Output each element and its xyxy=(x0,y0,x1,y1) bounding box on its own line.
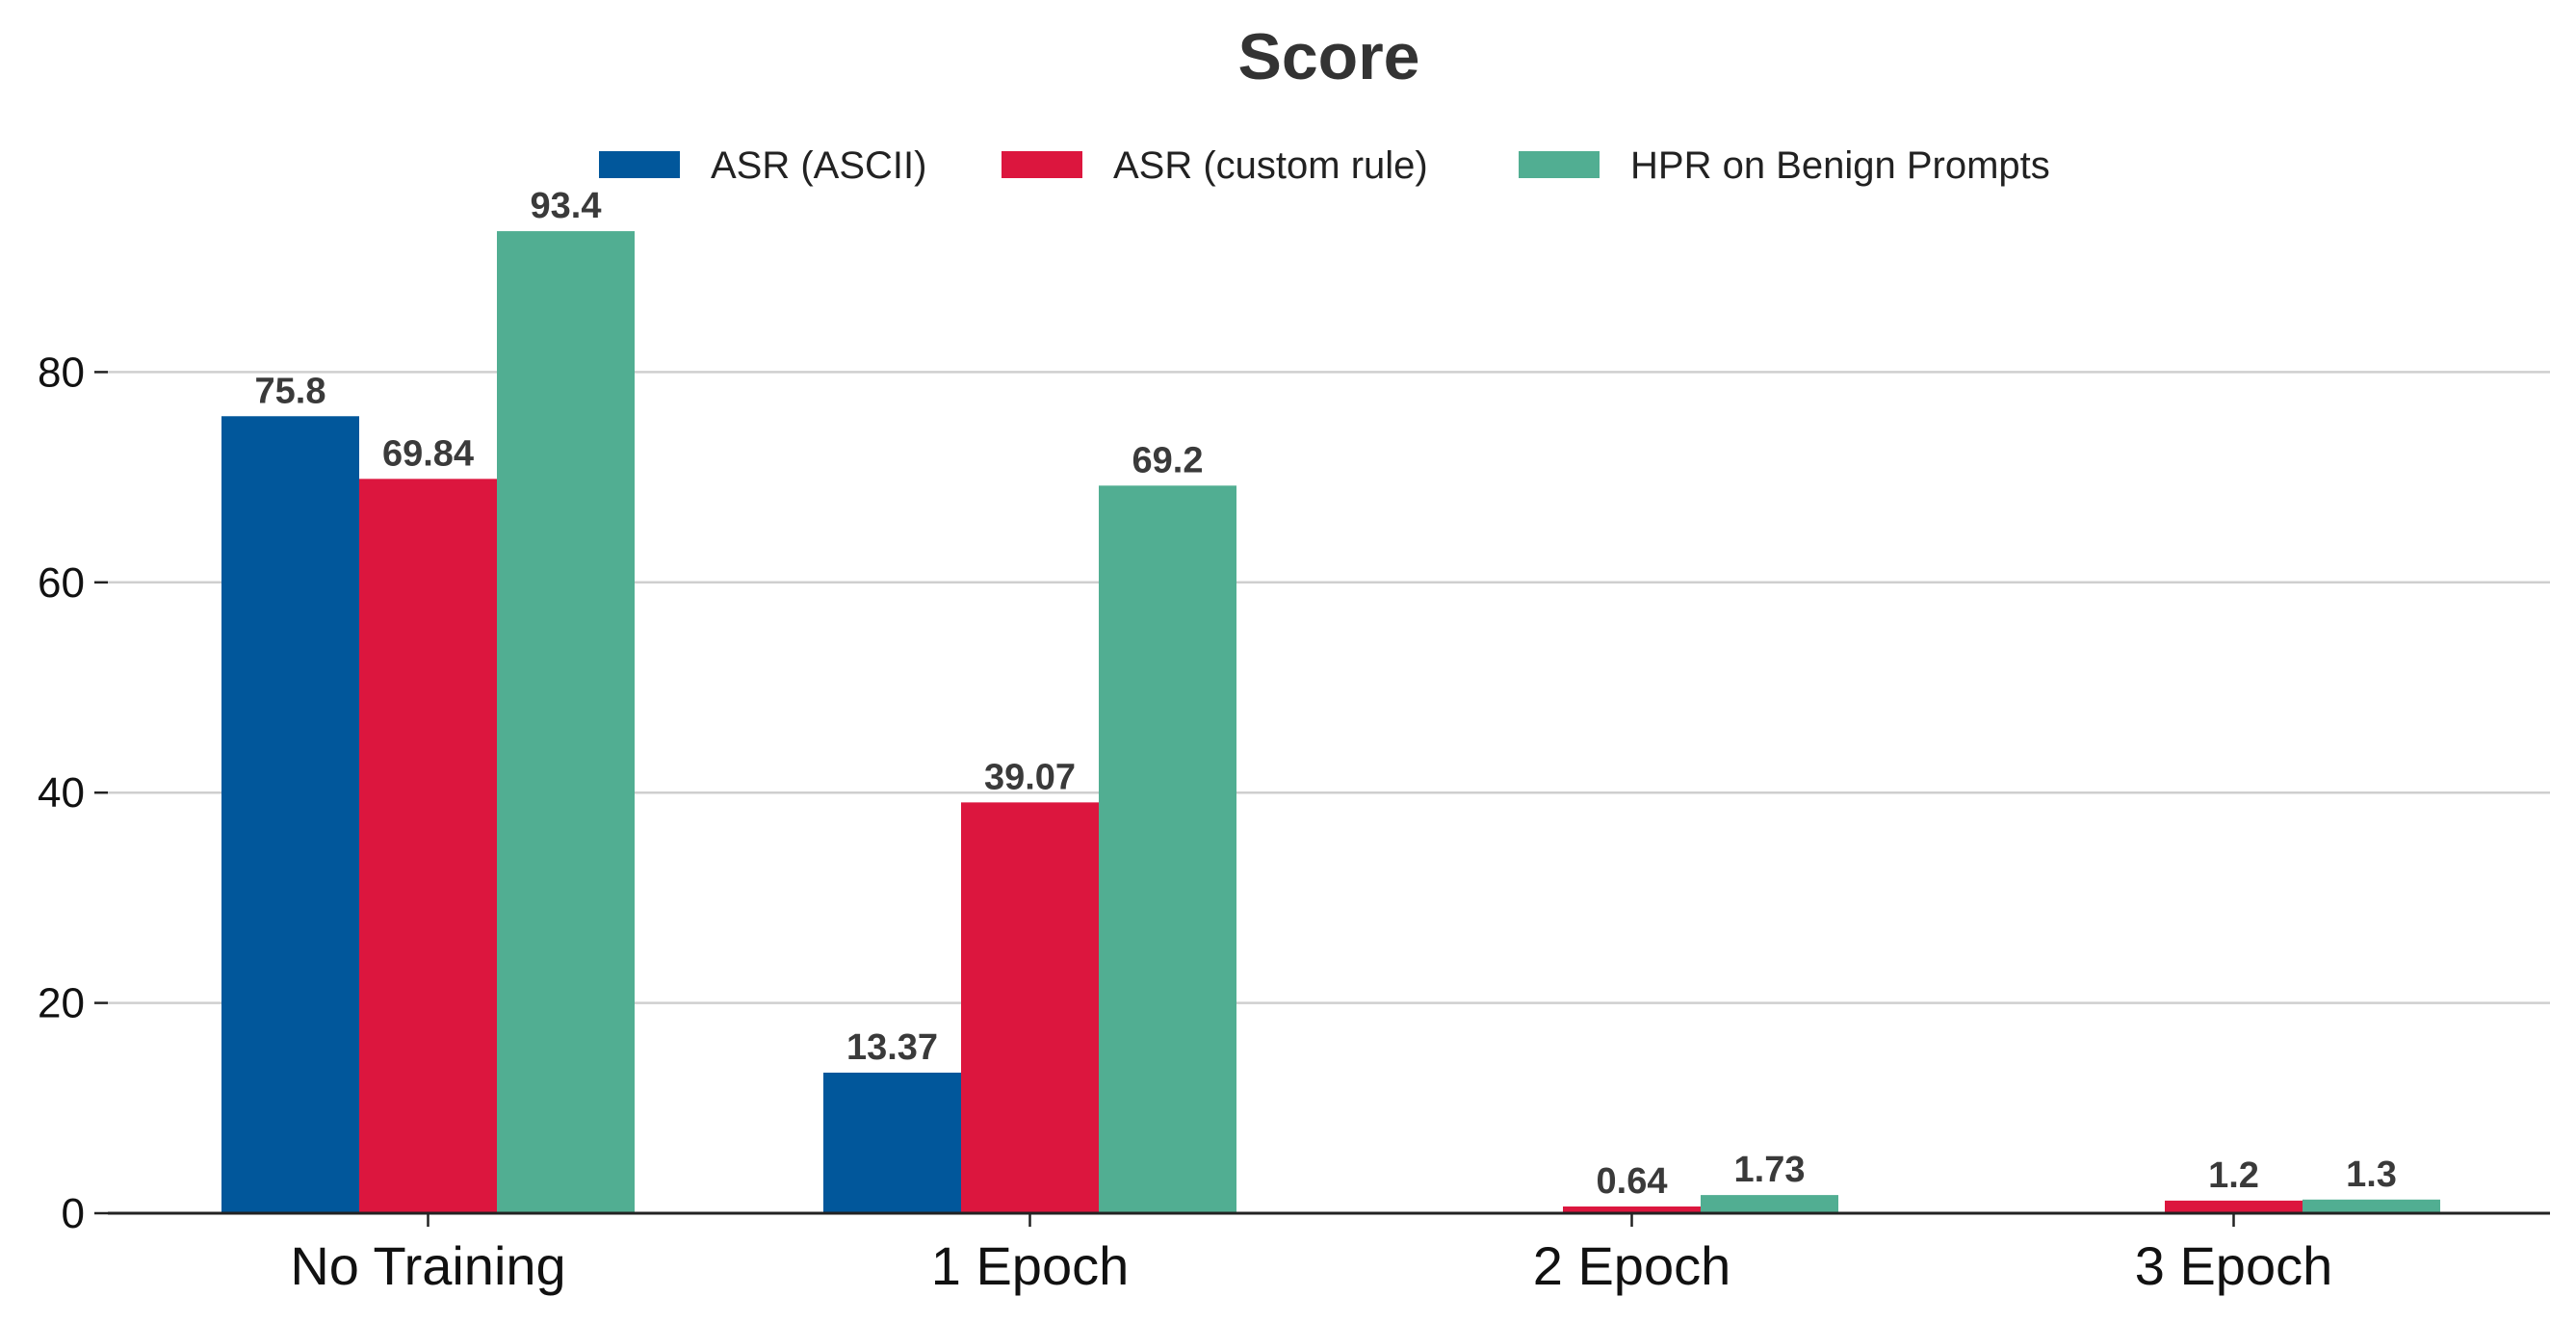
bar xyxy=(1563,1206,1701,1213)
bar xyxy=(961,802,1099,1213)
data-label: 1.3 xyxy=(2346,1154,2397,1195)
data-label: 1.2 xyxy=(2208,1155,2259,1196)
legend-item-asr-ascii: ASR (ASCII) xyxy=(599,144,926,187)
data-label: 69.2 xyxy=(1132,440,1204,480)
x-tick-label: 1 Epoch xyxy=(931,1235,1130,1296)
data-label: 93.4 xyxy=(531,186,602,226)
y-tick-label: 40 xyxy=(38,769,85,817)
legend-swatch-asr-custom-rule xyxy=(1002,151,1082,178)
x-axis-ticks: No Training 1 Epoch 2 Epoch 3 Epoch xyxy=(290,1213,2332,1296)
y-tick-label: 0 xyxy=(62,1190,85,1237)
bar xyxy=(497,231,635,1213)
data-label: 13.37 xyxy=(846,1027,938,1068)
bar xyxy=(1099,485,1236,1213)
legend-label-asr-ascii: ASR (ASCII) xyxy=(711,144,926,187)
y-axis-ticks: 0 20 40 60 80 xyxy=(38,349,108,1237)
data-label: 39.07 xyxy=(984,757,1076,797)
y-tick-label: 20 xyxy=(38,980,85,1027)
bar xyxy=(221,416,359,1213)
bar xyxy=(359,479,497,1214)
legend-swatch-hpr-benign xyxy=(1519,151,1600,178)
data-label: 75.8 xyxy=(255,371,326,411)
legend-swatch-asr-ascii xyxy=(599,151,680,178)
x-tick-label: 2 Epoch xyxy=(1533,1235,1731,1296)
legend-item-asr-custom-rule: ASR (custom rule) xyxy=(1002,144,1428,187)
legend-label-asr-custom-rule: ASR (custom rule) xyxy=(1113,144,1428,187)
x-tick-label: 3 Epoch xyxy=(2135,1235,2333,1296)
bars xyxy=(221,231,2440,1214)
data-label: 69.84 xyxy=(382,433,474,474)
bar xyxy=(2303,1199,2440,1213)
bar xyxy=(2165,1200,2303,1213)
legend: ASR (ASCII) ASR (custom rule) HPR on Ben… xyxy=(599,144,2050,187)
y-tick-label: 60 xyxy=(38,559,85,607)
chart-title: Score xyxy=(1238,20,1420,93)
data-label: 1.73 xyxy=(1734,1150,1806,1190)
data-labels: 75.8 69.84 93.4 13.37 39.07 69.2 0.64 1.73 1.2 1.… xyxy=(255,186,2397,1202)
legend-label-hpr-benign: HPR on Benign Prompts xyxy=(1630,144,2050,187)
legend-item-hpr-benign: HPR on Benign Prompts xyxy=(1519,144,2050,187)
bar xyxy=(1701,1195,1838,1213)
bar xyxy=(823,1072,961,1213)
data-label: 0.64 xyxy=(1597,1161,1668,1202)
x-tick-label: No Training xyxy=(290,1235,565,1296)
y-tick-label: 80 xyxy=(38,349,85,396)
